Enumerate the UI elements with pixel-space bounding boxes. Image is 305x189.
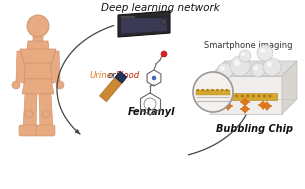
Polygon shape (282, 61, 297, 114)
Circle shape (226, 89, 228, 91)
FancyBboxPatch shape (36, 125, 55, 136)
Circle shape (206, 89, 209, 91)
Circle shape (197, 89, 199, 91)
Text: Bubbling Chip: Bubbling Chip (217, 124, 293, 134)
Circle shape (257, 94, 260, 98)
Circle shape (56, 81, 64, 89)
Circle shape (242, 106, 248, 112)
Circle shape (221, 89, 223, 91)
Polygon shape (24, 41, 52, 79)
Polygon shape (118, 11, 170, 37)
FancyBboxPatch shape (215, 93, 277, 100)
Circle shape (161, 51, 167, 57)
Circle shape (260, 48, 265, 53)
Circle shape (220, 66, 225, 71)
Circle shape (242, 99, 248, 105)
Circle shape (241, 52, 245, 56)
Polygon shape (50, 51, 60, 84)
Circle shape (230, 56, 250, 76)
Circle shape (225, 103, 231, 109)
Circle shape (217, 63, 233, 79)
Circle shape (27, 15, 49, 37)
Polygon shape (39, 94, 53, 129)
Circle shape (268, 94, 271, 98)
Polygon shape (121, 18, 167, 34)
Circle shape (12, 81, 20, 89)
Text: Fentanyl: Fentanyl (128, 107, 176, 117)
Circle shape (264, 103, 270, 109)
Circle shape (193, 72, 233, 112)
Text: Deep learning network: Deep learning network (101, 3, 219, 13)
Circle shape (218, 94, 221, 98)
Circle shape (267, 62, 272, 67)
Circle shape (251, 63, 265, 77)
Polygon shape (121, 16, 135, 18)
Circle shape (211, 89, 214, 91)
Circle shape (254, 66, 258, 70)
Circle shape (246, 94, 249, 98)
Polygon shape (210, 61, 297, 76)
FancyBboxPatch shape (19, 125, 38, 136)
Circle shape (202, 89, 204, 91)
Circle shape (257, 45, 273, 61)
Text: Urine: Urine (90, 71, 113, 81)
FancyBboxPatch shape (196, 90, 230, 95)
Circle shape (42, 110, 50, 118)
Polygon shape (99, 74, 124, 102)
Circle shape (263, 58, 281, 76)
Text: or: or (108, 71, 117, 81)
Circle shape (241, 94, 244, 98)
Circle shape (25, 110, 33, 118)
Polygon shape (23, 94, 37, 129)
Polygon shape (115, 71, 127, 83)
Circle shape (239, 50, 251, 62)
Polygon shape (16, 51, 26, 84)
Text: Blood: Blood (116, 71, 140, 81)
Polygon shape (20, 49, 56, 63)
Polygon shape (22, 79, 54, 94)
Circle shape (216, 89, 219, 91)
Circle shape (234, 60, 240, 66)
Circle shape (230, 94, 233, 98)
Polygon shape (210, 76, 282, 114)
Circle shape (224, 94, 227, 98)
Circle shape (152, 76, 156, 80)
Circle shape (263, 94, 266, 98)
Circle shape (252, 94, 255, 98)
FancyBboxPatch shape (33, 32, 43, 42)
Text: Smartphone imaging: Smartphone imaging (204, 42, 292, 50)
Circle shape (162, 19, 167, 25)
Circle shape (235, 94, 238, 98)
Circle shape (260, 102, 266, 108)
